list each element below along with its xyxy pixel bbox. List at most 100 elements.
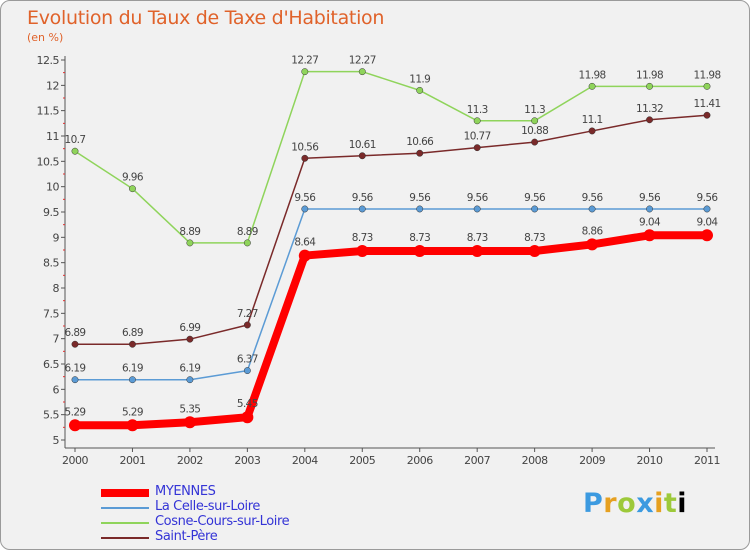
data-label: 6.89 xyxy=(122,327,143,339)
data-point xyxy=(71,376,79,384)
data-label: 9.56 xyxy=(352,192,374,204)
data-label: 11.9 xyxy=(409,73,430,85)
data-point xyxy=(416,205,424,213)
data-point xyxy=(416,86,424,94)
legend-swatch xyxy=(101,522,149,524)
x-tick-label: 2011 xyxy=(694,454,720,467)
series-line xyxy=(74,208,708,381)
data-label: 9.56 xyxy=(582,192,604,204)
data-label: 9.56 xyxy=(294,192,316,204)
data-point xyxy=(643,229,656,242)
data-label: 11.32 xyxy=(636,103,663,115)
data-label: 11.3 xyxy=(467,104,488,116)
data-label: 10.88 xyxy=(521,125,548,137)
data-label: 8.73 xyxy=(352,232,373,244)
chart-subtitle: (en %) xyxy=(27,31,64,44)
chart-title: Evolution du Taux de Taxe d'Habitation xyxy=(27,7,385,29)
data-point xyxy=(301,154,309,162)
x-tick-label: 2010 xyxy=(637,454,663,467)
data-label: 11.41 xyxy=(693,98,720,110)
data-label: 12.27 xyxy=(291,55,318,67)
data-label: 9.04 xyxy=(697,216,719,228)
data-label: 10.77 xyxy=(464,131,491,143)
legend-swatch xyxy=(101,489,149,497)
data-label: 8.73 xyxy=(524,232,545,244)
data-label: 8.86 xyxy=(582,225,604,237)
data-label: 8.64 xyxy=(294,237,316,249)
data-point xyxy=(69,419,81,432)
legend-swatch xyxy=(101,537,149,539)
data-label: 8.89 xyxy=(237,226,258,238)
data-label: 9.56 xyxy=(524,192,546,204)
data-point xyxy=(413,245,426,258)
x-tick-label: 2004 xyxy=(292,454,318,467)
data-label: 9.96 xyxy=(122,172,144,184)
y-tick-label: 9.5 xyxy=(43,206,59,219)
data-point xyxy=(646,205,653,213)
proxiti-logo: Proxiti xyxy=(583,488,688,519)
data-point xyxy=(71,147,79,155)
y-tick-label: 9 xyxy=(53,231,60,244)
series-line xyxy=(74,70,708,244)
y-tick-label: 11 xyxy=(46,130,59,143)
data-point xyxy=(356,245,369,258)
data-point xyxy=(183,416,196,429)
data-point xyxy=(531,205,539,213)
y-tick-label: 6 xyxy=(53,383,60,396)
data-point xyxy=(646,116,653,124)
data-label: 6.19 xyxy=(122,363,143,375)
data-point xyxy=(531,138,539,146)
y-tick-label: 6.5 xyxy=(43,358,59,371)
data-label: 8.73 xyxy=(467,232,488,244)
data-point xyxy=(243,321,251,329)
x-tick-label: 2000 xyxy=(62,454,88,467)
data-point xyxy=(588,205,596,213)
y-tick-label: 10.5 xyxy=(37,155,60,168)
y-tick-label: 8.5 xyxy=(43,257,59,270)
data-point xyxy=(588,127,596,135)
y-tick-label: 11.5 xyxy=(37,105,60,118)
data-label: 10.7 xyxy=(65,134,86,146)
data-label: 11.98 xyxy=(636,69,663,81)
y-tick-label: 7.5 xyxy=(43,307,59,320)
x-tick-label: 2005 xyxy=(349,454,375,467)
data-point xyxy=(531,117,539,125)
y-tick-label: 12.5 xyxy=(37,54,60,67)
data-label: 11.98 xyxy=(579,69,606,81)
x-tick-label: 2002 xyxy=(177,454,203,467)
data-point xyxy=(703,82,711,90)
data-label: 11.98 xyxy=(693,69,720,81)
data-point xyxy=(358,68,366,76)
series-line xyxy=(71,231,711,430)
data-point xyxy=(646,82,653,90)
data-point xyxy=(301,205,309,213)
legend-swatch xyxy=(101,507,149,509)
y-tick-label: 5 xyxy=(53,434,60,447)
data-label: 10.56 xyxy=(291,141,319,153)
data-label: 6.89 xyxy=(65,327,86,339)
x-tick-label: 2007 xyxy=(464,454,490,467)
data-label: 7.27 xyxy=(237,308,258,320)
data-point xyxy=(471,245,484,258)
data-point xyxy=(358,205,366,213)
legend-label: Saint-Père xyxy=(155,529,218,544)
data-point xyxy=(129,185,136,193)
x-tick-label: 2003 xyxy=(234,454,260,467)
legend-label: MYENNES xyxy=(155,484,216,499)
y-tick-label: 5.5 xyxy=(43,409,59,422)
data-point xyxy=(241,411,254,424)
data-point xyxy=(473,144,481,152)
data-label: 11.3 xyxy=(524,104,545,116)
data-point xyxy=(358,152,366,160)
data-label: 9.56 xyxy=(639,192,661,204)
data-point xyxy=(473,117,481,125)
y-tick-label: 10 xyxy=(46,181,59,194)
y-tick-label: 7 xyxy=(53,333,60,346)
data-label: 6.37 xyxy=(237,354,258,366)
data-point xyxy=(243,367,251,375)
x-tick-label: 2008 xyxy=(522,454,548,467)
data-label: 11.1 xyxy=(582,114,603,126)
data-point xyxy=(701,229,713,242)
y-tick-label: 12 xyxy=(46,79,59,92)
